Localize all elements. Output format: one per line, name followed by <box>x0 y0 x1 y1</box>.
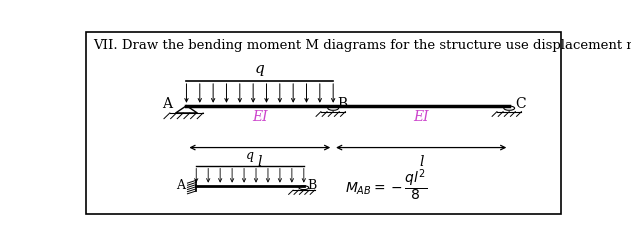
Text: B: B <box>308 179 317 192</box>
Text: $M_{AB}= -\dfrac{ql^2}{8}$: $M_{AB}= -\dfrac{ql^2}{8}$ <box>345 167 427 203</box>
Text: EI: EI <box>413 110 429 124</box>
Text: A: A <box>177 179 186 192</box>
Text: VII. Draw the bending moment M diagrams for the structure use displacement metho: VII. Draw the bending moment M diagrams … <box>93 39 631 52</box>
Text: C: C <box>515 97 526 111</box>
Text: l: l <box>257 155 262 169</box>
Text: q: q <box>246 149 254 162</box>
Text: A: A <box>162 97 172 111</box>
Text: l: l <box>419 155 423 169</box>
Text: EI: EI <box>252 110 268 124</box>
Text: B: B <box>337 97 347 111</box>
Text: q: q <box>255 62 264 76</box>
